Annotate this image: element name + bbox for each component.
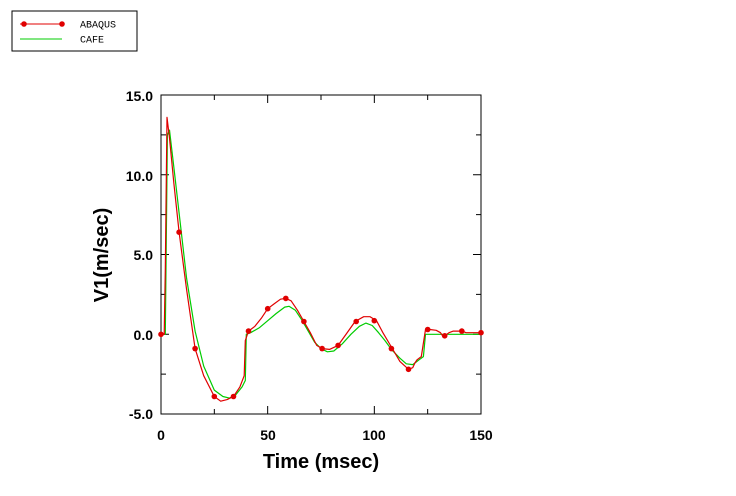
data-point-abaqus [301, 318, 307, 325]
x-tick-labels: 0 50 100 150 [157, 427, 493, 443]
legend-marker-abaqus [59, 21, 65, 27]
data-point-abaqus [405, 366, 412, 373]
series-line-cafe [161, 129, 481, 399]
data-point-abaqus [441, 333, 448, 339]
legend-label-cafe: CAFE [80, 36, 104, 47]
y-axis-label: V1(m/sec) [91, 208, 113, 303]
x-tick-label: 100 [362, 427, 386, 443]
legend-label-abaqus: ABAQUS [80, 21, 116, 32]
y-tick-label: 5.0 [134, 247, 154, 263]
y-tick-label: 15.0 [126, 88, 153, 104]
data-point-abaqus [192, 345, 198, 352]
data-point-abaqus [211, 393, 218, 400]
x-tick-label: 150 [469, 427, 493, 443]
data-point-abaqus [353, 318, 360, 325]
data-point-abaqus [230, 393, 237, 400]
data-point-abaqus [335, 342, 341, 349]
data-point-abaqus [158, 331, 164, 338]
y-tick-label: -5.0 [129, 406, 153, 422]
legend-box [11, 10, 138, 52]
legend: ABAQUS CAFE [11, 10, 138, 52]
data-point-abaqus [319, 345, 325, 352]
legend-marker-abaqus [21, 21, 27, 27]
x-tick-label: 50 [260, 427, 276, 443]
data-point-abaqus [283, 295, 289, 302]
plot-area [160, 94, 482, 415]
data-point-abaqus [478, 329, 484, 336]
y-tick-label: 0.0 [134, 327, 154, 343]
data-point-abaqus [264, 305, 271, 312]
data-point-abaqus [176, 229, 182, 235]
y-tick-labels: -5.0 0.0 5.0 10.0 15.0 [126, 88, 153, 422]
data-point-abaqus [245, 328, 252, 334]
data-point-abaqus [424, 326, 431, 333]
data-point-abaqus [388, 345, 395, 352]
data-point-abaqus [459, 328, 465, 334]
x-axis-label: Time (msec) [263, 451, 379, 473]
data-point-abaqus [371, 317, 378, 324]
y-tick-label: 10.0 [126, 168, 153, 184]
x-tick-label: 0 [157, 427, 165, 443]
series-layer [158, 116, 484, 402]
series-line-abaqus [161, 116, 481, 402]
tick-marks [160, 94, 482, 415]
